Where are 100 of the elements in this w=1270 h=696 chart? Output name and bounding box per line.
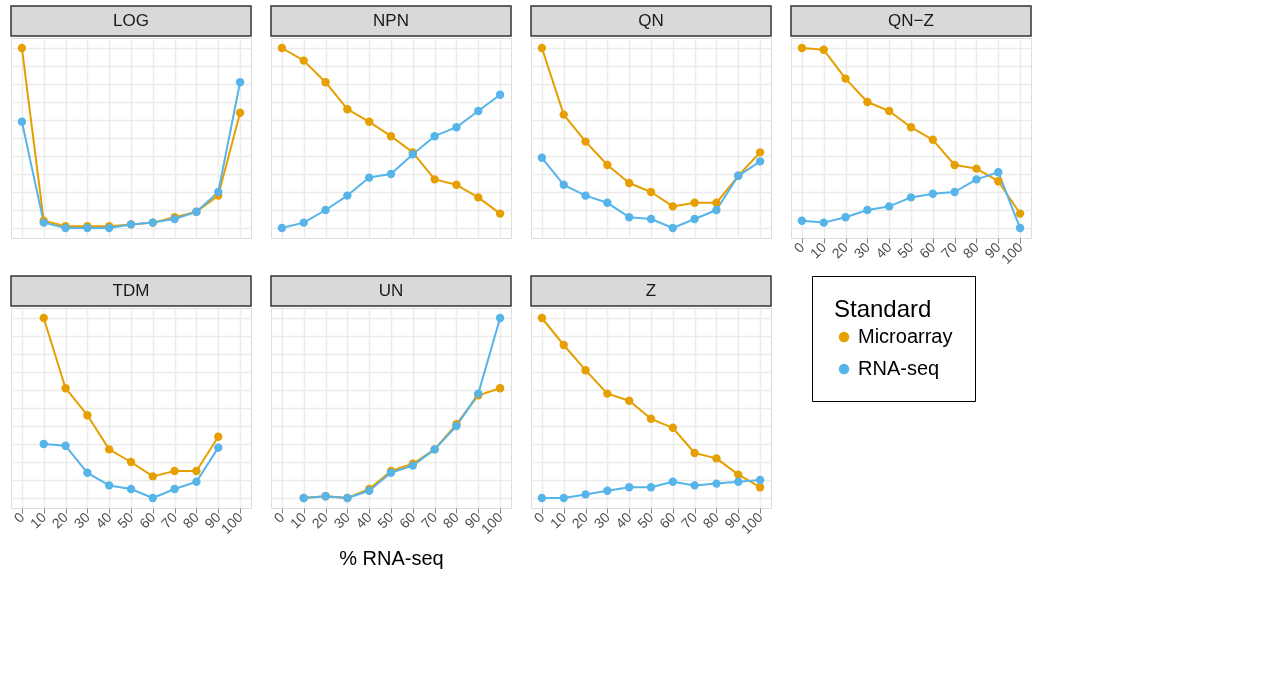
x-tick-label: 60 — [915, 238, 939, 262]
point — [581, 137, 590, 146]
point — [495, 209, 505, 218]
chart-title: UN — [378, 281, 404, 300]
point — [537, 43, 547, 53]
chart-title: QN−Z — [888, 11, 934, 30]
point — [797, 216, 807, 225]
point — [61, 441, 70, 450]
point — [83, 411, 92, 420]
point — [126, 457, 136, 467]
point — [972, 164, 981, 173]
point — [277, 43, 287, 53]
x-tick-label: 60 — [135, 508, 159, 532]
point — [559, 180, 568, 189]
point — [537, 153, 547, 162]
point — [214, 432, 223, 441]
point — [17, 43, 27, 53]
point — [235, 108, 245, 117]
point — [581, 191, 590, 200]
point — [625, 178, 634, 188]
point — [690, 481, 699, 490]
point — [841, 74, 850, 83]
x-tick-label: 60 — [395, 508, 419, 532]
x-tick-label: 20 — [828, 238, 852, 262]
point — [105, 481, 114, 490]
point — [474, 193, 483, 202]
point — [581, 490, 590, 499]
point — [83, 468, 92, 477]
chart-title: NPN — [373, 11, 409, 30]
point — [863, 97, 872, 107]
point — [625, 396, 634, 405]
point — [928, 135, 937, 144]
point — [386, 169, 396, 179]
point — [906, 193, 916, 202]
point — [559, 340, 568, 350]
x-tick-label: 50 — [114, 508, 137, 532]
legend-label: Microarray — [858, 325, 953, 347]
point — [299, 56, 308, 65]
point — [841, 213, 850, 222]
point — [755, 475, 765, 485]
point — [755, 148, 765, 157]
chart-title: LOG — [113, 11, 149, 30]
point — [559, 493, 568, 503]
x-tick-label: 0 — [790, 238, 808, 256]
x-tick-label: 20 — [568, 508, 592, 532]
x-tick-label: 10 — [546, 508, 570, 532]
x-tick-label: 30 — [70, 508, 93, 532]
x-tick-label: 30 — [590, 508, 613, 532]
x-tick-label: 40 — [872, 238, 895, 262]
x-tick-label: 80 — [959, 238, 983, 262]
point — [1015, 209, 1025, 218]
x-tick-label: 20 — [308, 508, 332, 532]
point — [863, 205, 872, 215]
x-tick-label: 0 — [10, 508, 28, 526]
x-tick-label: 30 — [850, 238, 873, 262]
point — [734, 477, 743, 486]
point — [668, 223, 677, 233]
x-tick-label: 80 — [699, 508, 723, 532]
point — [474, 106, 483, 116]
point — [646, 414, 656, 423]
point — [755, 157, 765, 166]
x-tick-label: 0 — [270, 508, 288, 526]
point — [559, 110, 568, 119]
point — [537, 493, 547, 503]
point — [386, 132, 396, 141]
point — [299, 218, 308, 227]
point — [430, 175, 439, 184]
point — [148, 493, 157, 503]
point — [365, 173, 374, 182]
point — [214, 187, 223, 197]
point — [734, 470, 743, 479]
point — [712, 454, 721, 463]
point — [170, 466, 179, 476]
x-tick-label: 80 — [439, 508, 463, 532]
point — [885, 202, 894, 211]
point — [712, 205, 721, 215]
point — [495, 313, 505, 323]
x-tick-label: 40 — [92, 508, 115, 532]
point — [148, 472, 157, 481]
point — [321, 78, 330, 87]
point — [126, 484, 136, 494]
point — [885, 106, 894, 116]
x-tick-label: 40 — [612, 508, 635, 532]
point — [17, 117, 27, 126]
point — [625, 213, 634, 222]
point — [690, 214, 699, 224]
x-tick-label: 10 — [286, 508, 310, 532]
point — [603, 389, 612, 398]
x-tick-label: 50 — [634, 508, 657, 532]
legend-title: Standard — [834, 295, 932, 322]
x-tick-label: 80 — [179, 508, 203, 532]
point — [105, 445, 114, 454]
point — [430, 132, 439, 141]
point — [39, 439, 48, 449]
point — [646, 483, 656, 492]
x-tick-label: 50 — [894, 238, 917, 262]
point — [603, 160, 612, 170]
point — [972, 175, 981, 184]
point — [906, 123, 916, 132]
point — [321, 205, 330, 215]
